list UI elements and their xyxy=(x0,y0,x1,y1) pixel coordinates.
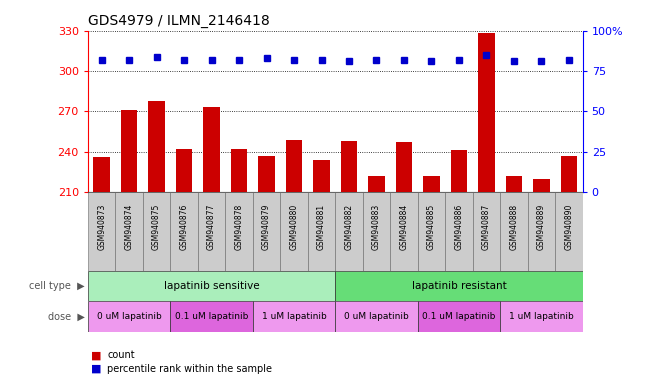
Text: percentile rank within the sample: percentile rank within the sample xyxy=(107,364,272,374)
Bar xyxy=(450,150,467,192)
FancyBboxPatch shape xyxy=(308,192,335,271)
Text: GSM940890: GSM940890 xyxy=(564,204,574,250)
FancyBboxPatch shape xyxy=(171,192,198,271)
FancyBboxPatch shape xyxy=(500,301,583,332)
FancyBboxPatch shape xyxy=(88,271,335,301)
Bar xyxy=(93,157,110,192)
Text: GSM940877: GSM940877 xyxy=(207,204,216,250)
Bar xyxy=(561,156,577,192)
FancyBboxPatch shape xyxy=(143,192,171,271)
FancyBboxPatch shape xyxy=(418,192,445,271)
Bar xyxy=(478,33,495,192)
Bar xyxy=(423,176,439,192)
Text: GSM940888: GSM940888 xyxy=(510,204,518,250)
Bar xyxy=(231,149,247,192)
Text: dose  ▶: dose ▶ xyxy=(48,312,85,322)
Bar xyxy=(121,110,137,192)
Text: cell type  ▶: cell type ▶ xyxy=(29,281,85,291)
Text: GSM940874: GSM940874 xyxy=(124,204,133,250)
FancyBboxPatch shape xyxy=(335,301,418,332)
Bar xyxy=(368,176,385,192)
Text: count: count xyxy=(107,350,135,360)
Text: GSM940882: GSM940882 xyxy=(344,204,353,250)
FancyBboxPatch shape xyxy=(171,301,253,332)
Text: 0.1 uM lapatinib: 0.1 uM lapatinib xyxy=(422,312,495,321)
Text: lapatinib sensitive: lapatinib sensitive xyxy=(164,281,259,291)
Text: GSM940884: GSM940884 xyxy=(400,204,408,250)
FancyBboxPatch shape xyxy=(88,192,115,271)
FancyBboxPatch shape xyxy=(528,192,555,271)
Bar xyxy=(148,101,165,192)
Text: ■: ■ xyxy=(91,350,102,360)
FancyBboxPatch shape xyxy=(335,271,583,301)
FancyBboxPatch shape xyxy=(335,192,363,271)
Text: GSM940885: GSM940885 xyxy=(427,204,436,250)
FancyBboxPatch shape xyxy=(363,192,390,271)
Text: GSM940887: GSM940887 xyxy=(482,204,491,250)
Bar xyxy=(313,160,330,192)
Text: 0 uM lapatinib: 0 uM lapatinib xyxy=(97,312,161,321)
FancyBboxPatch shape xyxy=(500,192,528,271)
Text: 1 uM lapatinib: 1 uM lapatinib xyxy=(509,312,574,321)
Bar xyxy=(533,179,549,192)
FancyBboxPatch shape xyxy=(88,301,171,332)
FancyBboxPatch shape xyxy=(115,192,143,271)
FancyBboxPatch shape xyxy=(418,301,500,332)
Text: 0.1 uM lapatinib: 0.1 uM lapatinib xyxy=(175,312,248,321)
Text: GSM940876: GSM940876 xyxy=(180,204,189,250)
Bar xyxy=(258,156,275,192)
Text: GSM940881: GSM940881 xyxy=(317,204,326,250)
FancyBboxPatch shape xyxy=(253,301,335,332)
FancyBboxPatch shape xyxy=(225,192,253,271)
FancyBboxPatch shape xyxy=(473,192,500,271)
Text: GSM940879: GSM940879 xyxy=(262,204,271,250)
Bar xyxy=(286,140,302,192)
Text: ■: ■ xyxy=(91,364,102,374)
Bar xyxy=(396,142,412,192)
FancyBboxPatch shape xyxy=(281,192,308,271)
FancyBboxPatch shape xyxy=(198,192,225,271)
Text: lapatinib resistant: lapatinib resistant xyxy=(411,281,506,291)
Text: GSM940873: GSM940873 xyxy=(97,204,106,250)
Bar xyxy=(340,141,357,192)
FancyBboxPatch shape xyxy=(445,192,473,271)
Bar xyxy=(506,176,522,192)
Bar xyxy=(176,149,192,192)
Text: GSM940880: GSM940880 xyxy=(290,204,299,250)
Text: GSM940889: GSM940889 xyxy=(537,204,546,250)
FancyBboxPatch shape xyxy=(390,192,418,271)
Text: GSM940878: GSM940878 xyxy=(234,204,243,250)
Text: GDS4979 / ILMN_2146418: GDS4979 / ILMN_2146418 xyxy=(88,14,270,28)
FancyBboxPatch shape xyxy=(555,192,583,271)
Bar xyxy=(203,107,220,192)
Text: GSM940886: GSM940886 xyxy=(454,204,464,250)
FancyBboxPatch shape xyxy=(253,192,281,271)
Text: 1 uM lapatinib: 1 uM lapatinib xyxy=(262,312,326,321)
Text: GSM940875: GSM940875 xyxy=(152,204,161,250)
Text: GSM940883: GSM940883 xyxy=(372,204,381,250)
Text: 0 uM lapatinib: 0 uM lapatinib xyxy=(344,312,409,321)
